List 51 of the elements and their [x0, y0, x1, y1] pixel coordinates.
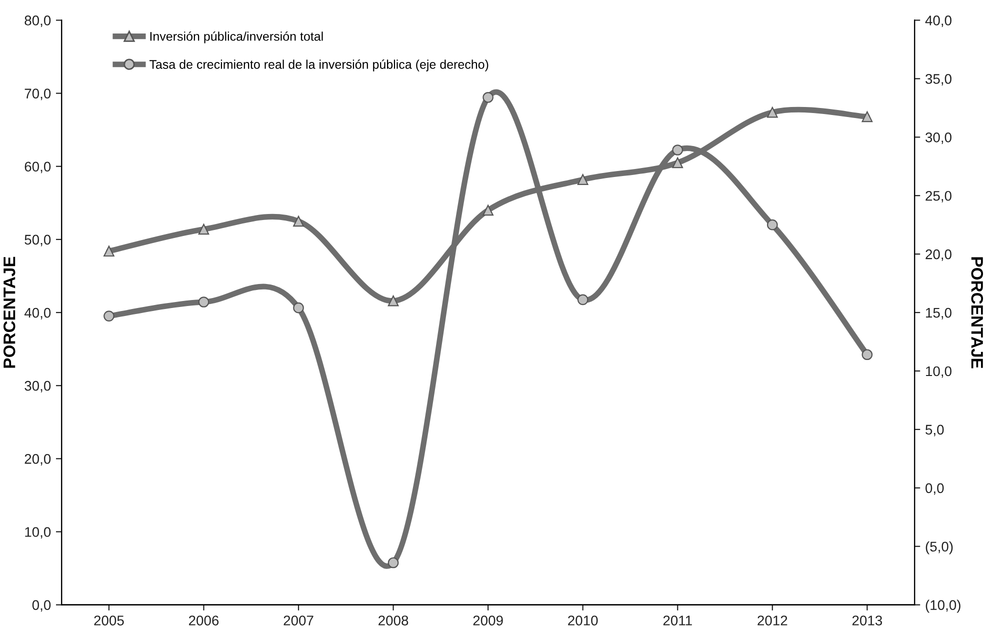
y-tick-label: 80,0: [24, 16, 51, 28]
y-tick-label: 50,0: [24, 234, 51, 246]
point: [388, 557, 399, 568]
y-tick-label: 30,0: [24, 380, 51, 392]
x-tick-label: 2012: [758, 616, 788, 626]
point: [577, 294, 588, 306]
y2-tick-label: 35,0: [926, 74, 952, 86]
y2-tick-label: (5,0): [926, 541, 953, 554]
point: [482, 204, 494, 216]
y2-tick-label: 15,0: [926, 308, 952, 320]
y2-tick-label: 5,0: [926, 424, 944, 436]
y-tick-label: 40,0: [24, 308, 51, 320]
x-tick-label: 2005: [94, 616, 124, 626]
x-tick-label: 2010: [568, 616, 598, 626]
point: [198, 296, 210, 308]
point: [862, 111, 873, 122]
point: [482, 92, 494, 103]
x-tick-label: 2007: [284, 616, 314, 626]
x-tick-label: 2006: [188, 616, 219, 626]
y-tick-label: 60,0: [24, 162, 51, 174]
point: [104, 310, 114, 322]
point: [293, 216, 304, 227]
point: [388, 295, 399, 306]
x-tick-label: 2011: [663, 616, 692, 626]
y-tick-label: 20,0: [24, 454, 51, 466]
x-tick-label: 2009: [473, 616, 503, 626]
y2-tick-label: 0,0: [926, 483, 944, 495]
point: [293, 302, 304, 314]
point: [766, 219, 778, 230]
point: [104, 246, 114, 257]
point: [766, 106, 778, 118]
y2-tick-label: (10,0): [926, 600, 960, 613]
y2-tick-label: 10,0: [926, 366, 952, 378]
point: [672, 157, 684, 168]
y2-tick-label: 30,0: [926, 132, 952, 144]
y2-tick-label: 40,0: [925, 16, 952, 28]
point: [862, 349, 873, 360]
y-tick-label: 10,0: [25, 527, 51, 539]
legend-label: Tasa de crecimiento real de la inversión pública (eje derecho): [149, 60, 488, 72]
x-tick-label: 2008: [378, 616, 408, 626]
y-axis-title: PORCENTAJE: [3, 256, 16, 368]
x-tick-label: 2013: [852, 616, 882, 626]
y-tick-label: 70,0: [24, 88, 51, 100]
legend-label: Inversión pública/inversión total: [150, 31, 323, 44]
y-tick-label: 0,0: [32, 600, 51, 612]
point: [198, 224, 210, 235]
point: [672, 144, 684, 156]
point: [577, 174, 588, 185]
y2-tick-label: 20,0: [926, 249, 952, 261]
y2-axis-title: PORCENTAJE: [971, 257, 984, 368]
y2-tick-label: 25,0: [926, 190, 952, 202]
